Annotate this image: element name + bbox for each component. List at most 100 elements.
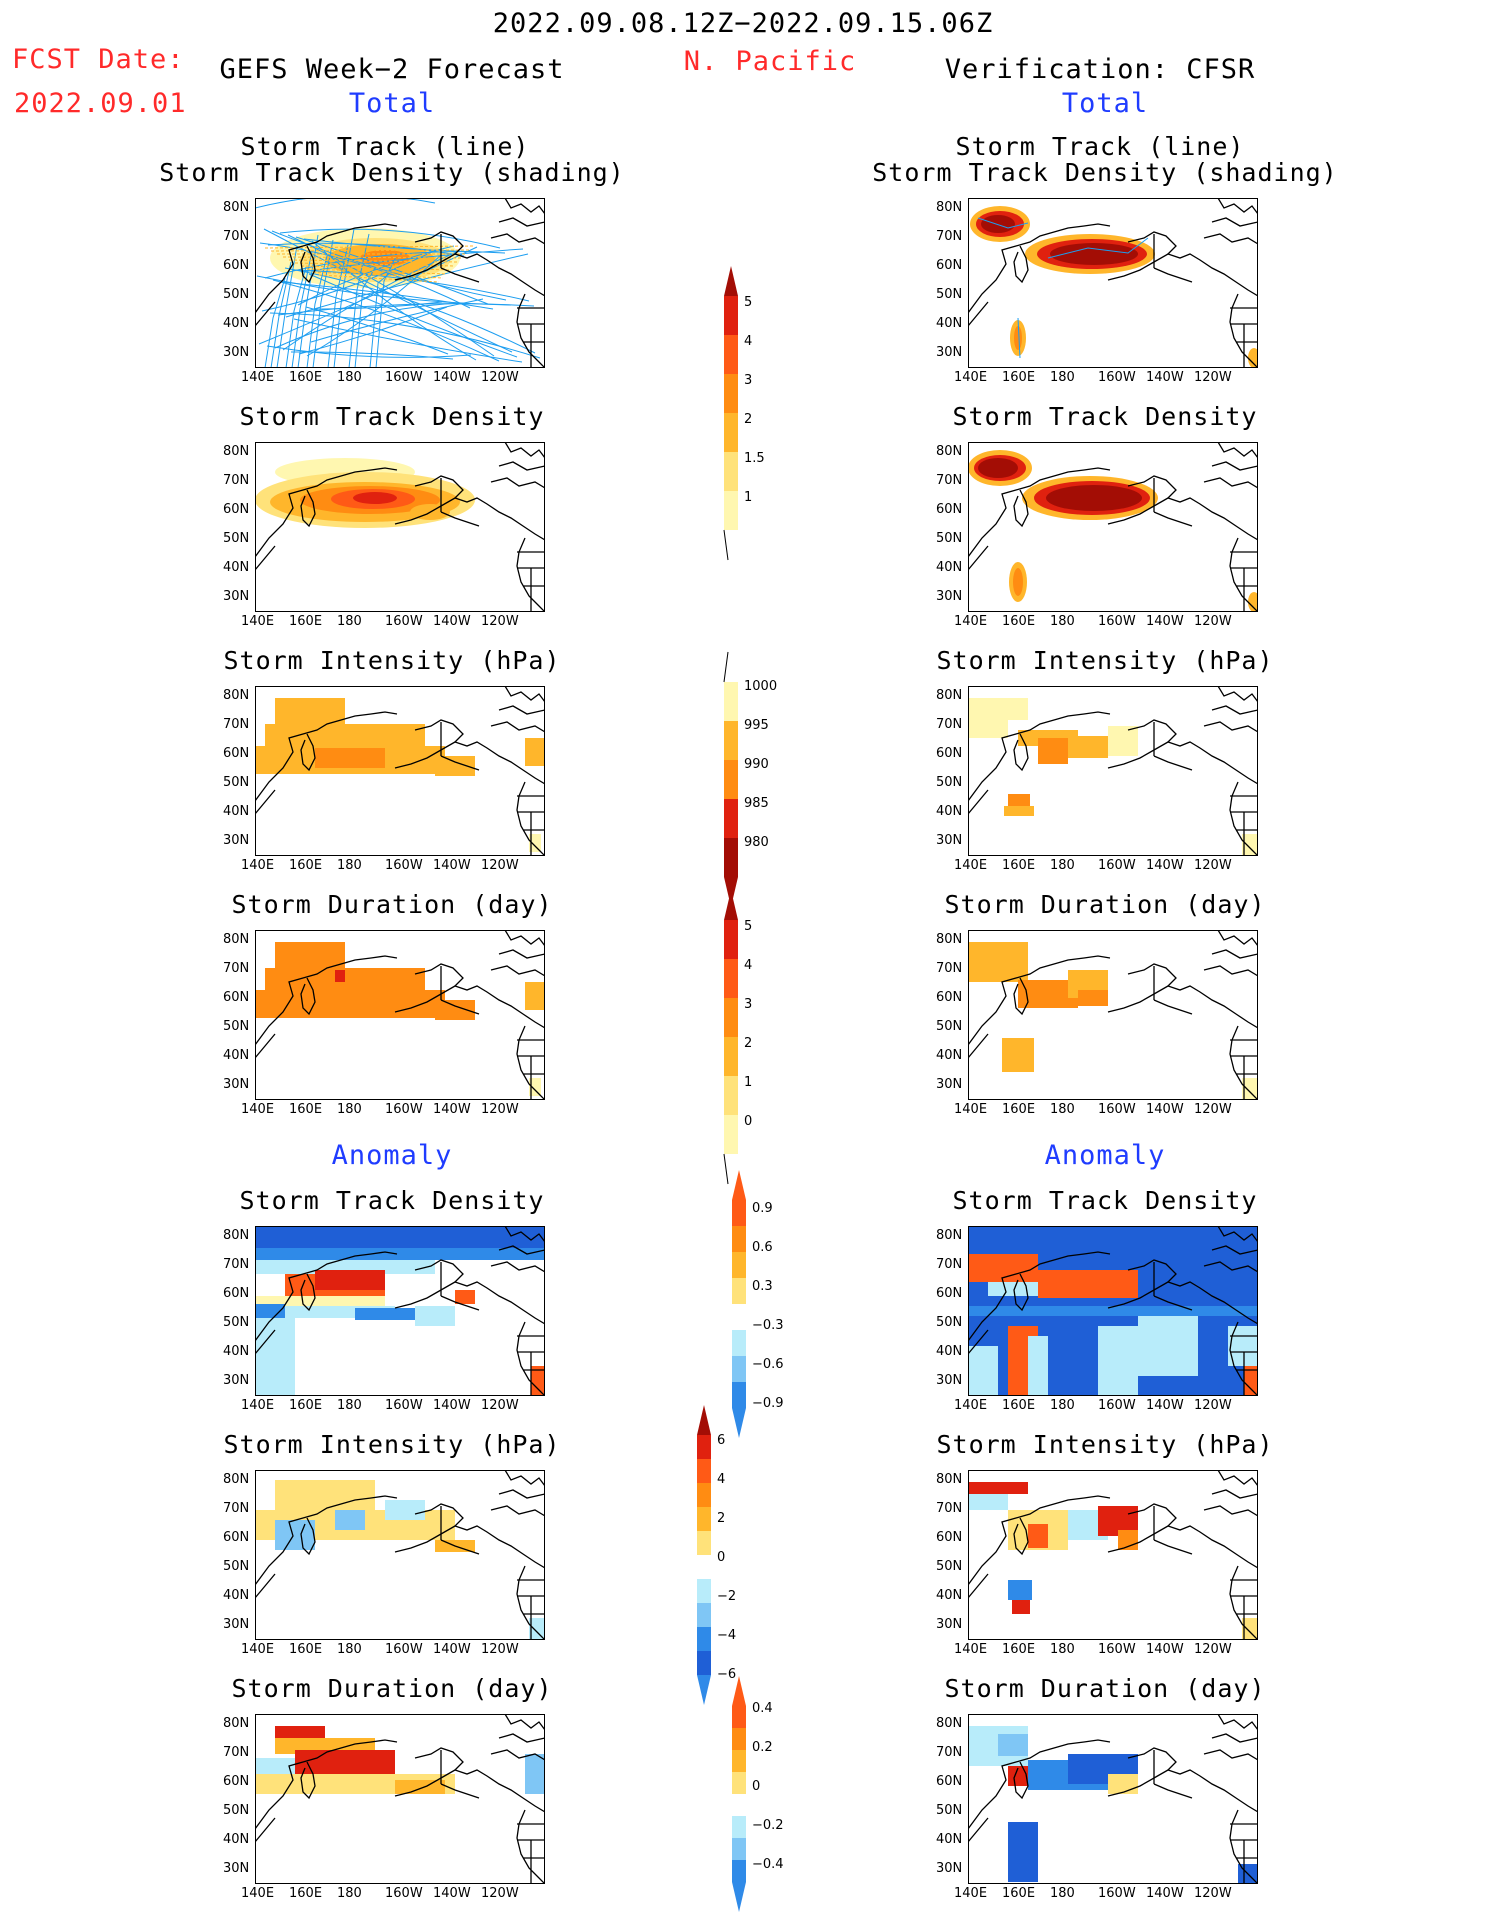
lon-label: 160W	[1098, 1102, 1136, 1117]
lat-label: 30N	[223, 1077, 250, 1092]
lon-label: 160W	[385, 1398, 423, 1413]
colorbar-tick: 3	[744, 373, 752, 388]
lat-label: 50N	[936, 1315, 963, 1330]
lon-label: 120W	[1194, 1642, 1232, 1657]
lat-label: 40N	[936, 560, 963, 575]
colorbar-tick: 2	[744, 412, 752, 427]
lat-label: 70N	[223, 229, 250, 244]
colorbar-tick: 990	[744, 757, 769, 772]
lon-label: 120W	[481, 1398, 519, 1413]
lon-label: 120W	[481, 614, 519, 629]
lat-label: 70N	[936, 1501, 963, 1516]
right-title: Verification: CFSR	[944, 54, 1256, 85]
colorbar-tick: 4	[717, 1472, 725, 1487]
right-density-title: Storm Track Density	[952, 402, 1258, 431]
lat-label: 50N	[936, 287, 963, 302]
lat-label: 80N	[936, 1228, 963, 1243]
lat-label: 70N	[936, 961, 963, 976]
right-duration-title: Storm Duration (day)	[944, 890, 1266, 919]
lat-label: 80N	[223, 200, 250, 215]
left-density-plot	[254, 441, 546, 613]
lat-label: 80N	[936, 688, 963, 703]
lat-label: 30N	[936, 589, 963, 604]
left-anomaly-label: Anomaly	[331, 1140, 453, 1171]
lat-label: 70N	[936, 717, 963, 732]
lon-label: 120W	[1194, 858, 1232, 873]
left-anom-density-plot	[254, 1225, 546, 1397]
right-track-plot	[967, 197, 1260, 369]
colorbar-tick: 0	[717, 1550, 725, 1565]
lat-label: 40N	[223, 316, 250, 331]
lat-label: 70N	[936, 229, 963, 244]
left-intensity-map: 80N 70N 60N 50N 40N 30N 140E 160E 180 160W 140W 120…	[223, 685, 546, 873]
left-intensity-plot	[254, 685, 546, 857]
lat-label: 80N	[223, 1472, 250, 1487]
lon-label: 160E	[289, 614, 323, 629]
lon-label: 180	[1050, 1398, 1075, 1413]
lon-label: 140E	[241, 1886, 275, 1901]
lat-label: 50N	[936, 1019, 963, 1034]
lat-label: 80N	[223, 1716, 250, 1731]
lat-label: 60N	[936, 746, 963, 761]
left-anom-intensity-plot	[254, 1469, 546, 1641]
right-anom-density-plot	[967, 1225, 1259, 1397]
left-track-line-title: Storm Track (line)	[240, 132, 530, 161]
lat-label: 50N	[223, 1019, 250, 1034]
left-total-label: Total	[348, 88, 436, 119]
right-anom-duration-map: 80N 70N 60N 50N 40N 30N 140E 160E 180 160W 140W 120…	[936, 1713, 1259, 1901]
left-density-map: 80N 70N 60N 50N 40N 30N 140E 160E 180 160W 140W 120…	[223, 441, 546, 629]
lon-label: 160W	[1098, 858, 1136, 873]
lon-label: 160E	[1002, 614, 1036, 629]
colorbar-tick: −0.9	[752, 1396, 784, 1411]
left-duration-title: Storm Duration (day)	[231, 890, 553, 919]
colorbar-tick: 0	[744, 1114, 752, 1129]
lat-label: 70N	[223, 717, 250, 732]
lat-label: 60N	[223, 1286, 250, 1301]
lat-label: 40N	[223, 560, 250, 575]
right-anom-intensity-map: 80N 70N 60N 50N 40N 30N 140E 160E 180 160W 140W 120…	[936, 1469, 1259, 1657]
lon-label: 160W	[1098, 1642, 1136, 1657]
lon-label: 160W	[1098, 1886, 1136, 1901]
lon-label: 160E	[289, 370, 323, 385]
right-anom-intensity-plot	[967, 1469, 1259, 1641]
lat-label: 30N	[936, 1373, 963, 1388]
lon-label: 180	[1050, 614, 1075, 629]
lon-label: 140E	[241, 1102, 275, 1117]
right-intensity-title: Storm Intensity (hPa)	[936, 646, 1274, 675]
lat-label: 40N	[936, 1588, 963, 1603]
right-total-label: Total	[1061, 88, 1149, 119]
lon-label: 140W	[433, 614, 471, 629]
lon-label: 160E	[289, 1398, 323, 1413]
lat-label: 80N	[223, 1228, 250, 1243]
colorbar-tick: 2	[744, 1036, 752, 1051]
colorbar-tick: 2	[717, 1511, 725, 1526]
lon-label: 180	[337, 858, 362, 873]
lat-label: 30N	[223, 1617, 250, 1632]
lon-label: 120W	[481, 370, 519, 385]
right-density-map: 80N 70N 60N 50N 40N 30N 140E 160E 180 160W 140W 120…	[936, 441, 1260, 629]
lon-label: 140W	[1146, 1886, 1184, 1901]
lat-label: 50N	[223, 775, 250, 790]
lon-label: 120W	[481, 1886, 519, 1901]
colorbar-tick: 1000	[744, 679, 777, 694]
lat-label: 30N	[936, 345, 963, 360]
lon-label: 160W	[385, 1642, 423, 1657]
lon-label: 160E	[289, 1642, 323, 1657]
lat-label: 40N	[223, 804, 250, 819]
lat-label: 70N	[223, 473, 250, 488]
lat-label: 50N	[936, 1559, 963, 1574]
lon-label: 140E	[954, 1398, 988, 1413]
lat-label: 60N	[936, 502, 963, 517]
colorbar-tick: 3	[744, 997, 752, 1012]
lat-label: 60N	[223, 258, 250, 273]
left-intensity-title: Storm Intensity (hPa)	[223, 646, 561, 675]
lat-label: 30N	[936, 833, 963, 848]
left-anom-intensity-map: 80N 70N 60N 50N 40N 30N 140E 160E 180 160W 140W 120…	[223, 1469, 546, 1657]
colorbar-tick: 4	[744, 958, 752, 973]
colorbar-tick: 0	[752, 1779, 760, 1794]
lon-label: 140E	[954, 1886, 988, 1901]
fcst-date-label: FCST Date:	[12, 44, 185, 75]
lon-label: 140W	[1146, 614, 1184, 629]
lon-label: 160W	[1098, 370, 1136, 385]
lat-label: 50N	[223, 1315, 250, 1330]
